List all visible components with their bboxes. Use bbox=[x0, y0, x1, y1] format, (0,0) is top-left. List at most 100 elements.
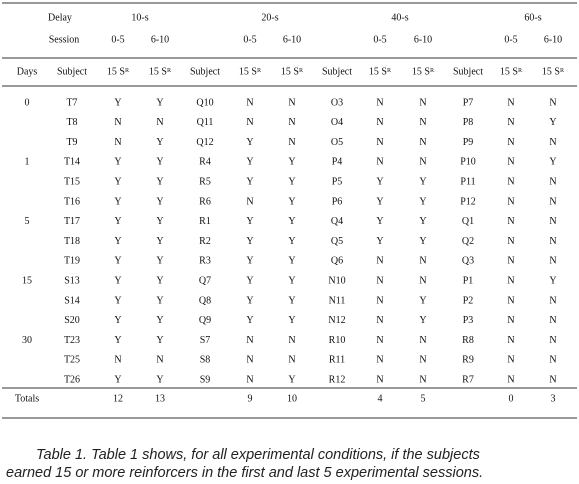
result-cell: Y bbox=[114, 374, 121, 385]
result-cell: Y bbox=[288, 275, 295, 286]
subject-cell: R6 bbox=[199, 196, 211, 207]
result-cell: Y bbox=[419, 176, 426, 187]
result-cell: Y bbox=[156, 236, 163, 247]
result-cell: Y bbox=[288, 216, 295, 227]
subject-cell: Q7 bbox=[199, 275, 211, 286]
delay-header: 20-s bbox=[261, 12, 278, 23]
subject-cell: T23 bbox=[64, 335, 80, 346]
subject-cell: P11 bbox=[460, 176, 475, 187]
result-cell: Y bbox=[246, 295, 253, 306]
total-cell: 10 bbox=[287, 393, 297, 404]
result-cell: Y bbox=[114, 157, 121, 168]
result-cell: Y bbox=[419, 216, 426, 227]
result-cell: N bbox=[288, 355, 295, 366]
result-cell: N bbox=[419, 256, 426, 267]
result-cell: N bbox=[419, 157, 426, 168]
result-cell: N bbox=[376, 97, 383, 108]
result-cell: N bbox=[507, 117, 514, 128]
subject-cell: O3 bbox=[331, 97, 343, 108]
total-cell: 0 bbox=[509, 393, 514, 404]
subject-cell: R9 bbox=[462, 355, 474, 366]
column-header: Subject bbox=[57, 66, 87, 77]
column-header: Days bbox=[17, 66, 38, 77]
session-header: 0-5 bbox=[504, 34, 517, 45]
subject-cell: Q4 bbox=[331, 216, 343, 227]
result-cell: N bbox=[114, 355, 121, 366]
result-cell: N bbox=[549, 335, 556, 346]
result-cell: N bbox=[507, 256, 514, 267]
result-cell: N bbox=[507, 295, 514, 306]
subject-cell: T7 bbox=[66, 97, 77, 108]
result-cell: N bbox=[246, 117, 253, 128]
result-cell: Y bbox=[549, 117, 556, 128]
result-cell: Y bbox=[419, 295, 426, 306]
subject-cell: R2 bbox=[199, 236, 211, 247]
subject-cell: Q5 bbox=[331, 236, 343, 247]
subject-cell: P12 bbox=[460, 196, 476, 207]
result-cell: N bbox=[376, 117, 383, 128]
column-header: 15 Sᴿ bbox=[281, 66, 304, 77]
subject-cell: R3 bbox=[199, 256, 211, 267]
result-cell: Y bbox=[288, 374, 295, 385]
result-cell: Y bbox=[156, 137, 163, 148]
result-cell: Y bbox=[246, 236, 253, 247]
total-cell: 9 bbox=[248, 393, 253, 404]
result-cell: N bbox=[246, 97, 253, 108]
column-header: 15 Sᴿ bbox=[412, 66, 435, 77]
result-cell: Y bbox=[246, 275, 253, 286]
subject-cell: N10 bbox=[328, 275, 345, 286]
session-header: 0-5 bbox=[111, 34, 124, 45]
subject-cell: S8 bbox=[200, 355, 211, 366]
column-header: 15 Sᴿ bbox=[542, 66, 565, 77]
subject-cell: Q9 bbox=[199, 315, 211, 326]
subject-cell: R11 bbox=[329, 355, 345, 366]
subject-cell: R8 bbox=[462, 335, 474, 346]
subject-cell: T16 bbox=[64, 196, 80, 207]
result-cell: N bbox=[507, 236, 514, 247]
result-cell: N bbox=[419, 374, 426, 385]
result-cell: N bbox=[376, 137, 383, 148]
subject-cell: N11 bbox=[329, 295, 346, 306]
delay-label: Delay bbox=[48, 12, 72, 23]
subject-cell: Q8 bbox=[199, 295, 211, 306]
subject-cell: T17 bbox=[64, 216, 80, 227]
caption: Table 1. Table 1 shows, for all experime… bbox=[36, 447, 480, 463]
result-cell: N bbox=[507, 157, 514, 168]
subject-cell: P1 bbox=[463, 275, 474, 286]
caption: earned 15 or more reinforcers in the fir… bbox=[6, 465, 483, 481]
subject-cell: R1 bbox=[199, 216, 211, 227]
delay-header: 60-s bbox=[524, 12, 541, 23]
days-cell: 0 bbox=[25, 97, 30, 108]
subject-cell: S20 bbox=[64, 315, 80, 326]
result-cell: Y bbox=[419, 196, 426, 207]
subject-cell: T15 bbox=[64, 176, 80, 187]
result-cell: N bbox=[549, 236, 556, 247]
subject-cell: P7 bbox=[463, 97, 474, 108]
subject-cell: N12 bbox=[328, 315, 345, 326]
result-cell: N bbox=[246, 374, 253, 385]
result-cell: Y bbox=[114, 97, 121, 108]
subject-cell: Q1 bbox=[462, 216, 474, 227]
days-cell: 15 bbox=[22, 275, 32, 286]
result-cell: N bbox=[419, 275, 426, 286]
result-cell: Y bbox=[114, 335, 121, 346]
result-cell: Y bbox=[114, 216, 121, 227]
subject-cell: Q10 bbox=[196, 97, 213, 108]
column-header: 15 Sᴿ bbox=[500, 66, 523, 77]
subject-cell: P10 bbox=[460, 157, 476, 168]
subject-cell: P3 bbox=[463, 315, 474, 326]
result-cell: Y bbox=[156, 196, 163, 207]
subject-cell: R4 bbox=[199, 157, 211, 168]
result-cell: Y bbox=[288, 315, 295, 326]
result-cell: N bbox=[288, 137, 295, 148]
session-header: 0-5 bbox=[373, 34, 386, 45]
column-header: Subject bbox=[453, 66, 483, 77]
column-header: Subject bbox=[190, 66, 220, 77]
subject-cell: T9 bbox=[66, 137, 77, 148]
result-cell: Y bbox=[156, 176, 163, 187]
result-cell: Y bbox=[156, 275, 163, 286]
result-cell: N bbox=[549, 256, 556, 267]
result-cell: N bbox=[246, 355, 253, 366]
result-cell: Y bbox=[114, 176, 121, 187]
result-cell: Y bbox=[246, 256, 253, 267]
